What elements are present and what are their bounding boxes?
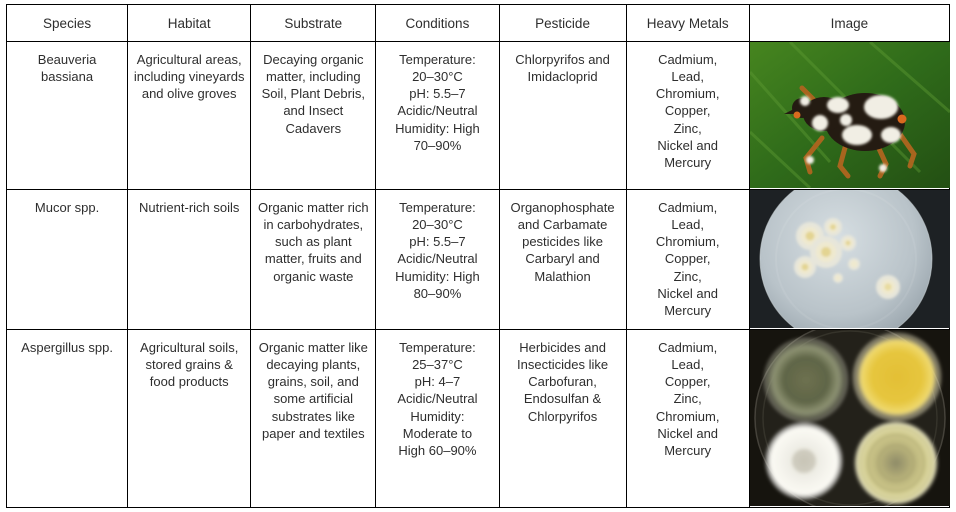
- aspergillus-photo-cell: [748, 329, 951, 508]
- table-row: Aspergillus spp. Agricultural soils, sto…: [5, 329, 951, 508]
- mucor-petri-dish-photo: [749, 190, 950, 328]
- col-header-species: Species: [5, 4, 129, 42]
- habitat-cell: Agricultural soils, stored grains & food…: [127, 329, 252, 508]
- substrate-cell: Decaying organic matter, including Soil,…: [250, 41, 377, 190]
- aspergillus-colonies: [763, 332, 942, 505]
- mucor-colonies: [793, 218, 900, 299]
- col-header-conditions: Conditions: [375, 4, 500, 42]
- heavy-metals-cell: Cadmium, Lead, Copper, Zinc, Chromium, N…: [625, 329, 750, 508]
- col-header-pesticide: Pesticide: [498, 4, 627, 42]
- col-header-image: Image: [748, 4, 951, 42]
- mucor-photo-cell: [748, 189, 951, 330]
- fungi-species-table: Species Habitat Substrate Conditions Pes…: [5, 4, 951, 508]
- habitat-cell: Nutrient-rich soils: [127, 189, 252, 330]
- weevil-body: [783, 85, 917, 179]
- col-header-heavy-metals: Heavy Metals: [625, 4, 750, 42]
- beauveria-infected-insect-photo: [749, 42, 950, 188]
- habitat-cell: Agricultural areas, including vineyards …: [127, 41, 252, 190]
- col-header-substrate: Substrate: [250, 4, 377, 42]
- species-cell: Aspergillus spp.: [5, 329, 129, 508]
- heavy-metals-cell: Cadmium, Lead, Chromium, Copper, Zinc, N…: [625, 41, 750, 190]
- pesticide-cell: Herbicides and Insecticides like Carbofu…: [498, 329, 627, 508]
- beauveria-photo-cell: [748, 41, 951, 190]
- species-cell: Mucor spp.: [5, 189, 129, 330]
- species-cell: Beauveria bassiana: [5, 41, 129, 190]
- table-row: Mucor spp. Nutrient-rich soils Organic m…: [5, 189, 951, 330]
- heavy-metals-cell: Cadmium, Lead, Chromium, Copper, Zinc, N…: [625, 189, 750, 330]
- conditions-cell: Temperature: 20–30°C pH: 5.5–7 Acidic/Ne…: [375, 189, 500, 330]
- col-header-habitat: Habitat: [127, 4, 252, 42]
- substrate-cell: Organic matter like decaying plants, gra…: [250, 329, 377, 508]
- substrate-cell: Organic matter rich in carbohydrates, su…: [250, 189, 377, 330]
- conditions-cell: Temperature: 20–30°C pH: 5.5–7 Acidic/Ne…: [375, 41, 500, 190]
- table-row: Beauveria bassiana Agricultural areas, i…: [5, 41, 951, 190]
- header-row: Species Habitat Substrate Conditions Pes…: [5, 4, 951, 42]
- pesticide-cell: Chlorpyrifos and Imidacloprid: [498, 41, 627, 190]
- pesticide-cell: Organophosphate and Carbamate pesticides…: [498, 189, 627, 330]
- conditions-cell: Temperature: 25–37°C pH: 4–7 Acidic/Neut…: [375, 329, 500, 508]
- aspergillus-petri-dish-photo: [749, 330, 950, 506]
- petri-dish: [759, 190, 933, 328]
